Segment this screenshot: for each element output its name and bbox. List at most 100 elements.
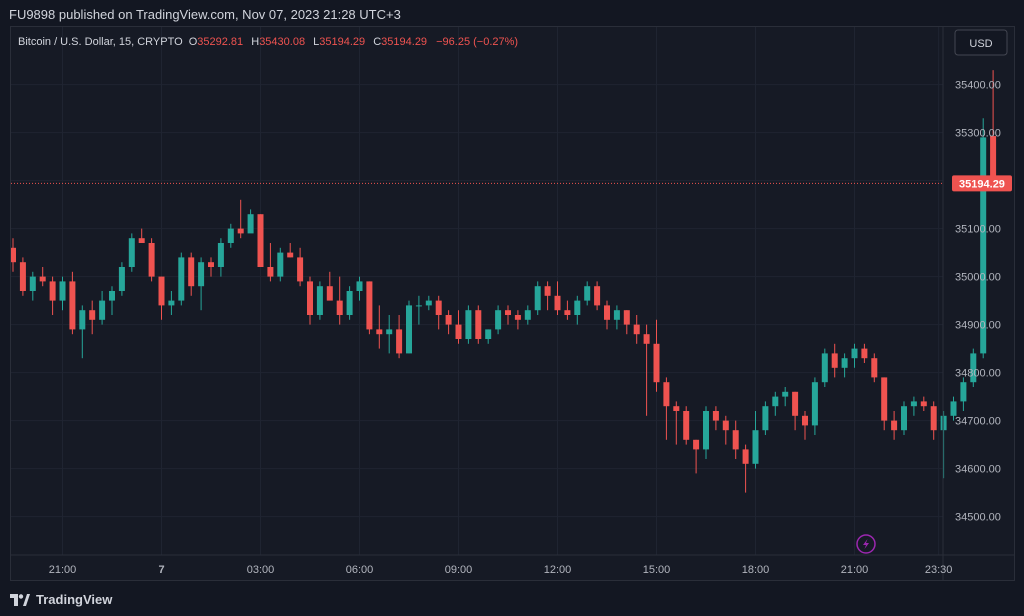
candle-body: [841, 358, 848, 368]
candle-body: [643, 334, 650, 344]
candle: [643, 324, 650, 416]
candle: [237, 199, 244, 239]
candle-body: [574, 300, 581, 315]
price-tick-label: 35400.00: [955, 80, 1001, 92]
legend-close-value: 35194.29: [381, 36, 427, 48]
candle-body: [722, 420, 729, 431]
candle: [881, 377, 888, 431]
candle-body: [633, 324, 640, 335]
candle-body: [287, 252, 294, 258]
candle: [683, 406, 690, 445]
candle: [802, 411, 808, 440]
candle: [604, 300, 610, 330]
candle: [208, 257, 214, 277]
time-tick-label: 7: [158, 564, 164, 576]
grid-lines: [11, 27, 943, 555]
lightning-icon[interactable]: [856, 534, 876, 554]
legend-low-label: L: [313, 36, 319, 48]
candle-body: [237, 228, 244, 234]
chart-frame[interactable]: 34500.00 34600.00 34700.00 34800.00 34900.00…: [10, 26, 1015, 581]
symbol-legend[interactable]: Bitcoin / U.S. Dollar, 15, CRYPTO O35292…: [18, 36, 518, 48]
candle: [59, 276, 66, 311]
candle: [712, 406, 719, 431]
candle-body: [920, 401, 927, 407]
candle: [148, 238, 155, 282]
candle: [495, 305, 502, 335]
time-axis[interactable]: 21:00 7 03:00 06:00 09:00 12:00 15:00 18:00 21:0…: [49, 564, 953, 576]
candle-body: [613, 310, 620, 320]
candle-body: [128, 238, 135, 267]
candle: [623, 310, 630, 335]
candle-body: [247, 214, 254, 234]
candle-body: [495, 310, 502, 330]
time-tick-label: 21:00: [841, 564, 869, 576]
candle-body: [445, 315, 452, 325]
candle: [980, 118, 987, 359]
legend-open-value: 35292.81: [197, 36, 243, 48]
currency-label: USD: [969, 38, 992, 50]
candle-body: [811, 382, 818, 426]
candle: [584, 281, 591, 306]
candle-body: [188, 257, 195, 287]
candle: [316, 281, 323, 320]
candle: [534, 281, 541, 315]
candle: [307, 276, 313, 325]
candle-body: [534, 286, 541, 311]
candle: [811, 377, 818, 435]
candle-body: [59, 281, 66, 301]
time-tick-label: 12:00: [544, 564, 572, 576]
time-tick-label: 21:00: [49, 564, 77, 576]
candle: [574, 295, 581, 325]
candle: [465, 305, 472, 344]
candle-body: [307, 281, 313, 315]
candle-body: [851, 348, 858, 359]
candle: [178, 252, 185, 306]
candle: [940, 411, 947, 479]
candle-body: [396, 329, 403, 354]
legend-open-label: O: [189, 36, 198, 48]
candle: [485, 329, 492, 344]
candle: [217, 238, 224, 277]
candle: [970, 348, 977, 387]
price-tick-label: 34500.00: [955, 512, 1001, 524]
candle-body: [39, 276, 46, 282]
candle: [198, 257, 205, 311]
candle: [109, 286, 115, 315]
candle: [544, 281, 551, 311]
candle-body: [901, 406, 907, 431]
tradingview-logo[interactable]: TradingView: [10, 592, 112, 607]
candle: [524, 305, 531, 325]
candle-body: [703, 411, 709, 450]
candle-body: [11, 247, 16, 263]
candle-body: [475, 310, 482, 339]
price-tick-label: 34600.00: [955, 464, 1001, 476]
candle-body: [69, 281, 76, 330]
candle-body: [990, 136, 997, 184]
candle-body: [584, 286, 591, 301]
candle-body: [940, 415, 947, 431]
candlestick-chart[interactable]: 34500.00 34600.00 34700.00 34800.00 34900.00…: [11, 27, 1014, 580]
candle: [425, 295, 432, 311]
candle-body: [693, 439, 700, 450]
candle: [901, 401, 907, 435]
price-tick-label: 34800.00: [955, 368, 1001, 380]
candle-body: [604, 305, 610, 320]
candle: [445, 310, 452, 335]
last-price-tag: 35194.29: [952, 175, 1012, 192]
candle-body: [346, 291, 353, 315]
candle: [673, 401, 680, 445]
candle-body: [178, 257, 185, 301]
candle-body: [465, 310, 472, 339]
candle-body: [89, 310, 96, 320]
candle-body: [455, 324, 462, 339]
candle: [752, 411, 759, 469]
candle: [188, 252, 195, 296]
currency-button[interactable]: USD: [954, 29, 1008, 56]
candle: [267, 243, 274, 282]
time-tick-label: 09:00: [445, 564, 473, 576]
candle-body: [752, 430, 759, 464]
legend-high-value: 35430.08: [259, 36, 305, 48]
candle-body: [871, 358, 878, 378]
candle-body: [762, 406, 769, 431]
candle: [227, 223, 234, 248]
